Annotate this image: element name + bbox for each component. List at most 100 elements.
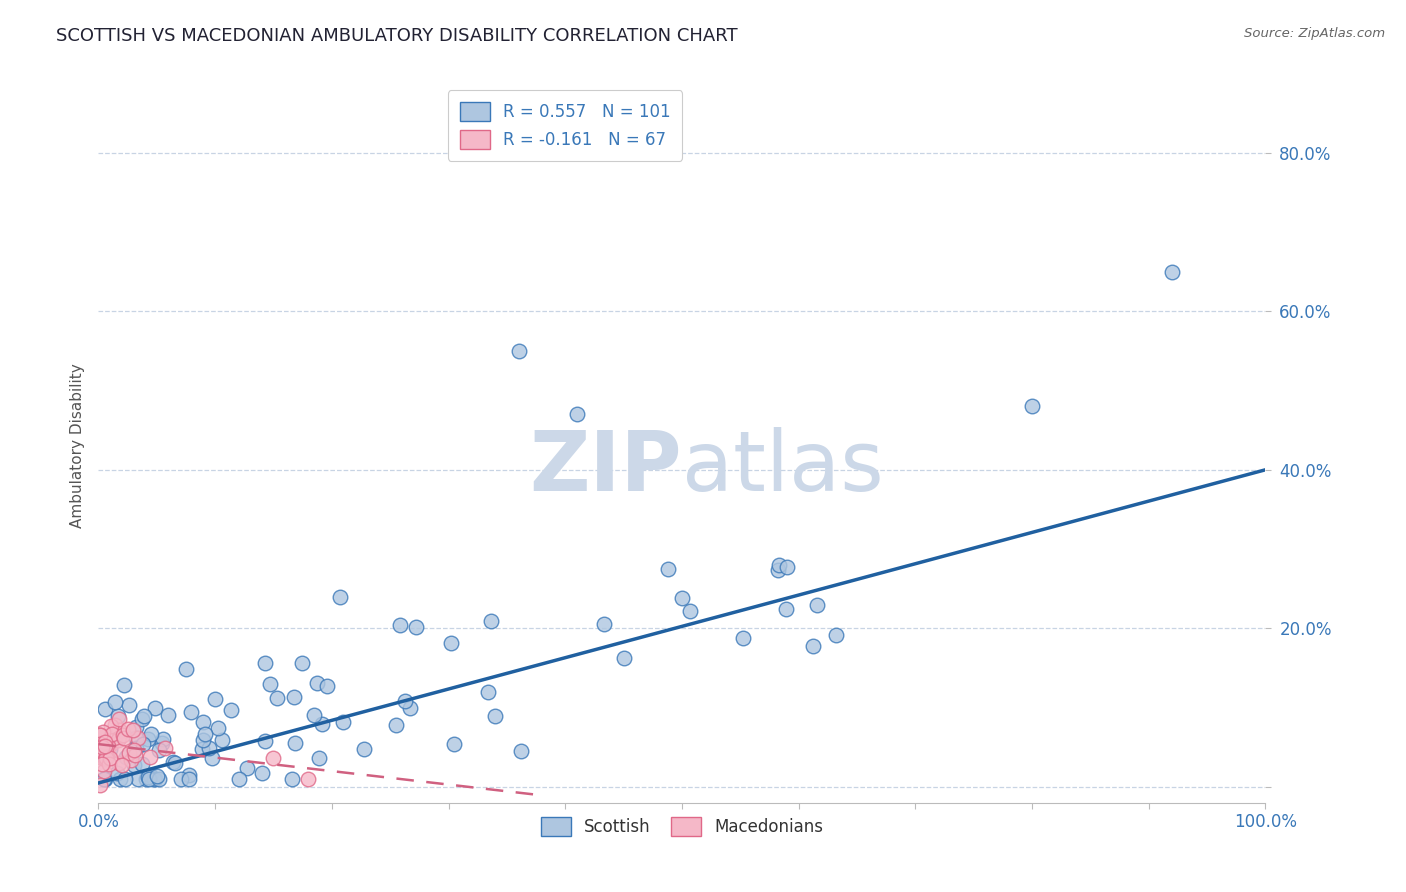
Point bbox=[824, 628, 846, 642]
Point bbox=[142, 772, 165, 786]
Point bbox=[679, 603, 702, 617]
Point bbox=[104, 695, 127, 709]
Point bbox=[98, 742, 121, 756]
Point bbox=[302, 708, 325, 723]
Point bbox=[89, 732, 111, 747]
Point bbox=[94, 745, 117, 759]
Point bbox=[108, 712, 131, 726]
Point bbox=[127, 731, 149, 745]
Point bbox=[211, 732, 233, 747]
Point bbox=[148, 743, 170, 757]
Point bbox=[93, 744, 115, 758]
Point bbox=[766, 562, 789, 576]
Point bbox=[141, 727, 163, 741]
Point bbox=[131, 712, 153, 726]
Point bbox=[114, 772, 136, 786]
Point bbox=[613, 651, 636, 665]
Point bbox=[125, 740, 148, 755]
Y-axis label: Ambulatory Disability: Ambulatory Disability bbox=[69, 364, 84, 528]
Point bbox=[91, 729, 114, 743]
Point bbox=[94, 750, 117, 764]
Point bbox=[191, 733, 214, 747]
Point bbox=[253, 734, 276, 748]
Point bbox=[250, 765, 273, 780]
Point bbox=[803, 639, 825, 653]
Point bbox=[775, 602, 797, 616]
Point bbox=[127, 772, 149, 786]
Point bbox=[262, 751, 284, 765]
Point bbox=[284, 736, 307, 750]
Point bbox=[107, 733, 129, 747]
Point bbox=[385, 718, 408, 732]
Point bbox=[315, 679, 337, 693]
Legend: Scottish, Macedonians: Scottish, Macedonians bbox=[533, 808, 831, 845]
Point bbox=[108, 743, 131, 757]
Point bbox=[165, 756, 187, 770]
Point bbox=[207, 721, 229, 735]
Point bbox=[169, 772, 191, 786]
Point bbox=[311, 717, 333, 731]
Point bbox=[198, 740, 221, 755]
Point bbox=[236, 761, 259, 775]
Point bbox=[90, 736, 112, 750]
Point bbox=[90, 740, 112, 755]
Point bbox=[443, 737, 465, 751]
Point bbox=[98, 751, 121, 765]
Point bbox=[329, 590, 352, 604]
Point bbox=[332, 715, 354, 730]
Point bbox=[118, 698, 141, 713]
Point bbox=[281, 772, 304, 786]
Point bbox=[94, 735, 117, 749]
Point bbox=[115, 750, 138, 764]
Point bbox=[1161, 264, 1184, 278]
Text: Source: ZipAtlas.com: Source: ZipAtlas.com bbox=[1244, 27, 1385, 40]
Point bbox=[89, 735, 111, 749]
Point bbox=[89, 747, 111, 761]
Point bbox=[91, 742, 114, 756]
Point bbox=[93, 764, 115, 778]
Point bbox=[124, 731, 146, 746]
Point bbox=[107, 709, 129, 723]
Point bbox=[94, 741, 117, 756]
Point bbox=[125, 720, 148, 734]
Text: ZIP: ZIP bbox=[530, 427, 682, 508]
Point bbox=[112, 731, 135, 745]
Point bbox=[768, 558, 790, 572]
Point bbox=[228, 772, 250, 786]
Point bbox=[146, 769, 169, 783]
Point bbox=[162, 755, 184, 769]
Point bbox=[394, 694, 416, 708]
Point bbox=[132, 709, 155, 723]
Point bbox=[93, 772, 115, 786]
Point bbox=[104, 718, 127, 732]
Point bbox=[89, 737, 111, 751]
Point bbox=[91, 731, 114, 745]
Point bbox=[97, 736, 120, 750]
Point bbox=[156, 707, 179, 722]
Point bbox=[90, 731, 112, 746]
Point bbox=[180, 705, 202, 719]
Point bbox=[89, 750, 111, 764]
Point bbox=[174, 662, 197, 676]
Point bbox=[259, 677, 281, 691]
Point bbox=[89, 729, 111, 743]
Point bbox=[592, 617, 614, 632]
Point bbox=[89, 743, 111, 757]
Point bbox=[177, 767, 200, 781]
Point bbox=[101, 727, 124, 741]
Point bbox=[153, 741, 176, 756]
Point bbox=[122, 743, 145, 757]
Point bbox=[100, 737, 122, 751]
Point bbox=[353, 741, 375, 756]
Point bbox=[479, 614, 502, 628]
Point bbox=[132, 737, 155, 751]
Point bbox=[148, 772, 170, 786]
Point bbox=[91, 747, 114, 762]
Point bbox=[253, 656, 276, 670]
Point bbox=[221, 703, 243, 717]
Point bbox=[124, 748, 146, 763]
Point bbox=[283, 690, 305, 705]
Point bbox=[90, 734, 112, 748]
Point bbox=[112, 728, 135, 742]
Point bbox=[112, 677, 135, 691]
